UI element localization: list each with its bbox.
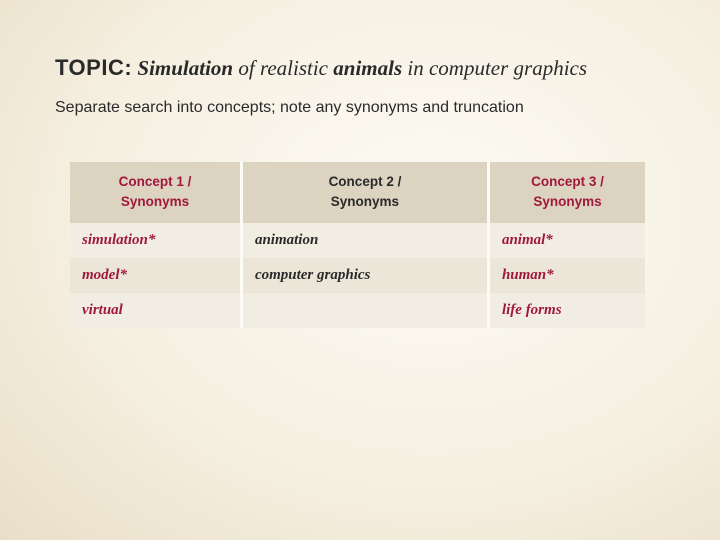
col-header-2b: Synonyms <box>331 194 399 209</box>
col-header-3: Concept 3 / Synonyms <box>488 162 645 223</box>
topic-word-animals: animals <box>333 56 402 80</box>
cell: animation <box>241 223 488 258</box>
col-header-3a: Concept 3 / <box>531 174 604 189</box>
topic-phrase-2: in computer graphics <box>407 56 587 80</box>
topic-phrase-1: of realistic <box>238 56 328 80</box>
col-header-2: Concept 2 / Synonyms <box>241 162 488 223</box>
subtitle: Separate search into concepts; note any … <box>55 99 665 117</box>
cell: virtual <box>70 293 241 328</box>
cell <box>241 293 488 328</box>
topic-line: TOPIC: Simulation of realistic animals i… <box>55 55 665 81</box>
concepts-table: Concept 1 / Synonyms Concept 2 / Synonym… <box>70 162 645 328</box>
cell: life forms <box>488 293 645 328</box>
table-header-row: Concept 1 / Synonyms Concept 2 / Synonym… <box>70 162 645 223</box>
col-header-1: Concept 1 / Synonyms <box>70 162 241 223</box>
cell: model* <box>70 258 241 293</box>
cell: human* <box>488 258 645 293</box>
topic-word-simulation: Simulation <box>137 56 233 80</box>
table-row: simulation* animation animal* <box>70 223 645 258</box>
cell: simulation* <box>70 223 241 258</box>
table-row: model* computer graphics human* <box>70 258 645 293</box>
col-header-3b: Synonyms <box>533 194 601 209</box>
cell: computer graphics <box>241 258 488 293</box>
topic-label: TOPIC: <box>55 55 132 80</box>
col-header-1a: Concept 1 / <box>119 174 192 189</box>
cell: animal* <box>488 223 645 258</box>
col-header-2a: Concept 2 / <box>329 174 402 189</box>
col-header-1b: Synonyms <box>121 194 189 209</box>
table-row: virtual life forms <box>70 293 645 328</box>
